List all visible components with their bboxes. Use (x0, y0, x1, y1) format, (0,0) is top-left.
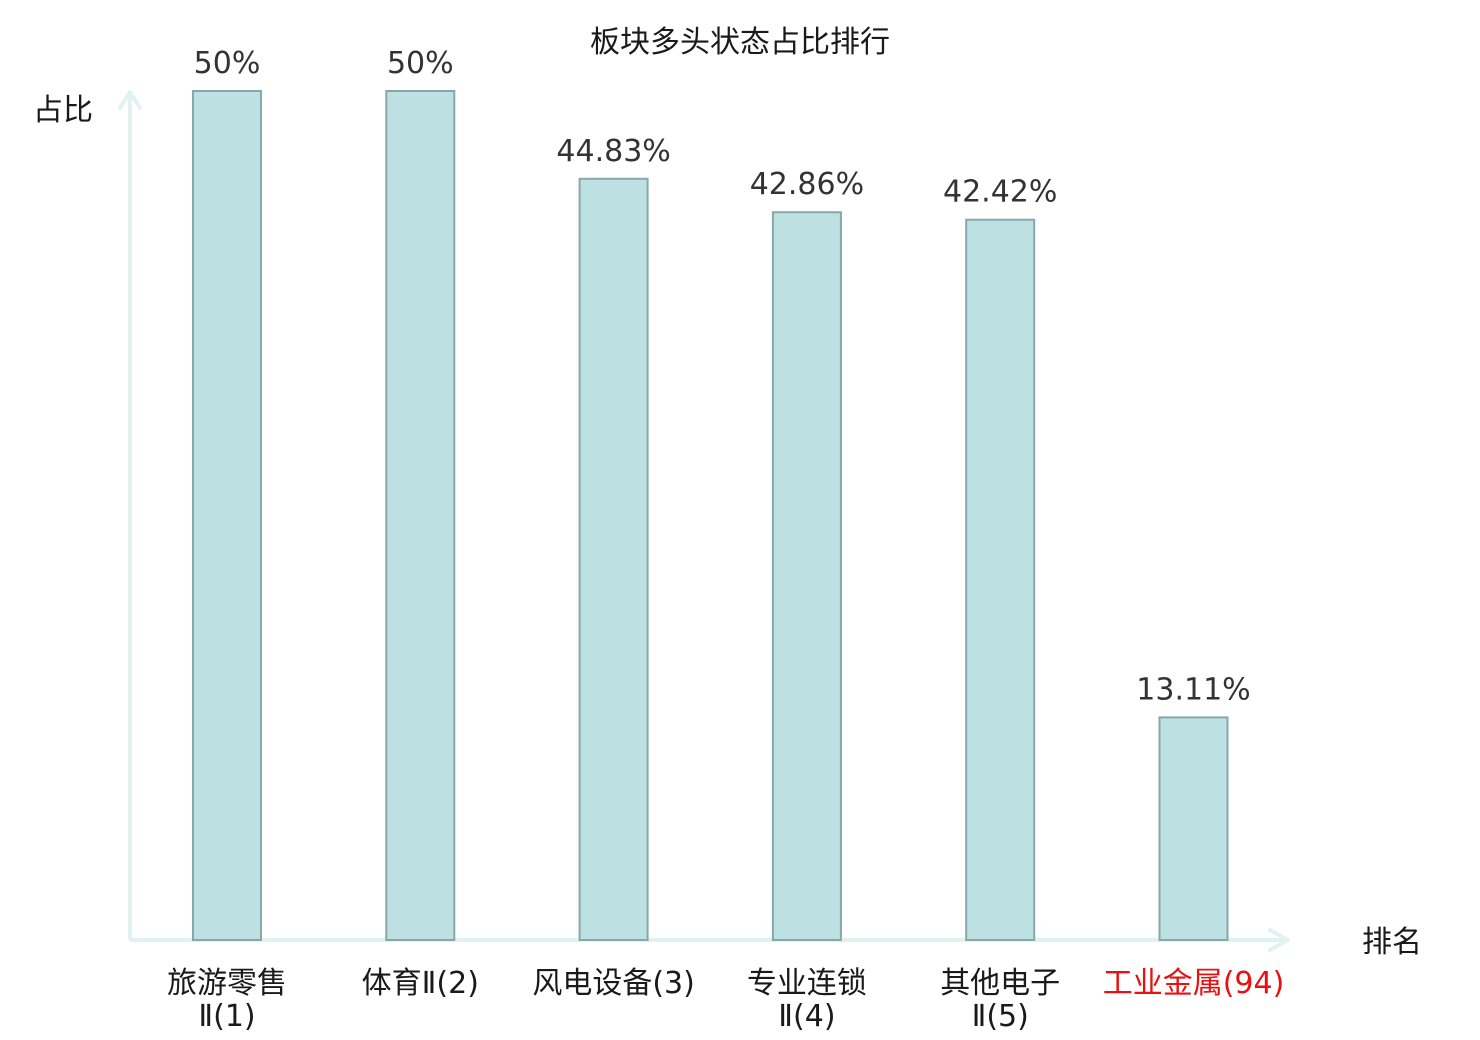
bar-4 (771, 211, 842, 942)
category-label-6-line-1: 工业金属(94) (1103, 966, 1285, 1001)
bar-2 (385, 90, 456, 941)
x-axis-arrow (1268, 928, 1290, 952)
y-axis-arrow (118, 90, 142, 110)
value-label-4: 42.86% (750, 167, 864, 202)
chart-title: 板块多头状态占比排行 (590, 25, 890, 60)
category-label-1-line-2: Ⅱ(1) (198, 999, 255, 1034)
category-label-5-line-1: 其他电子 (940, 966, 1060, 1001)
bar-3 (578, 177, 649, 941)
category-label-5: 其他电子 Ⅱ(5) (940, 966, 1060, 1034)
value-label-2: 50% (387, 46, 454, 81)
bar-6 (1158, 716, 1229, 942)
y-axis-label: 占比 (33, 93, 93, 128)
bar-5 (965, 218, 1036, 942)
axes (118, 90, 1290, 952)
category-label-3: 风电设备(3) (532, 966, 695, 1001)
bar-1 (192, 90, 262, 941)
bars-group (192, 90, 1229, 942)
category-label-4-line-1: 专业连锁 (747, 966, 867, 1001)
category-label-4-line-2: Ⅱ(4) (778, 999, 835, 1034)
value-labels-group: 50% 50% 44.83% 42.86% 42.42% 13.11% (194, 46, 1251, 707)
category-label-2-line-1: 体育Ⅱ(2) (362, 966, 479, 1001)
category-label-1: 旅游零售 Ⅱ(1) (167, 966, 287, 1034)
category-label-3-line-1: 风电设备(3) (532, 966, 695, 1001)
category-labels-group: 旅游零售 Ⅱ(1) 体育Ⅱ(2) 风电设备(3) 专业连锁 Ⅱ(4) 其他电子 Ⅱ(5) 工业金… (167, 966, 1284, 1034)
category-label-1-line-1: 旅游零售 (167, 966, 287, 1001)
value-label-3: 44.83% (556, 134, 670, 169)
category-label-6: 工业金属(94) (1103, 966, 1285, 1001)
value-label-5: 42.42% (943, 175, 1057, 210)
category-label-2: 体育Ⅱ(2) (362, 966, 479, 1001)
value-label-6: 13.11% (1136, 672, 1250, 707)
value-label-1: 50% (194, 46, 261, 81)
category-label-4: 专业连锁 Ⅱ(4) (747, 966, 867, 1034)
x-axis-label: 排名 (1362, 925, 1422, 960)
category-label-5-line-2: Ⅱ(5) (972, 999, 1029, 1034)
